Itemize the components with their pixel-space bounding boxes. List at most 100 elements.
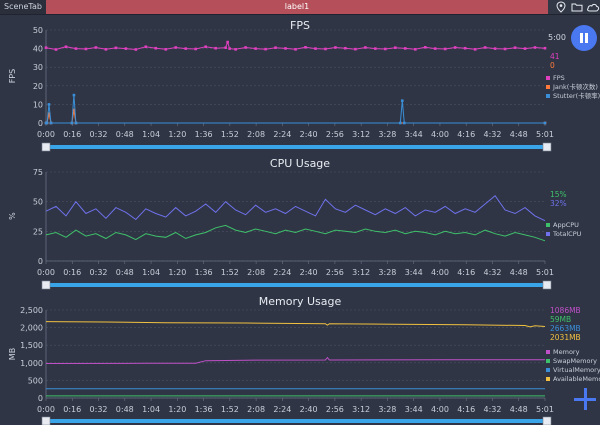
x-tick-label: 4:48	[510, 405, 528, 414]
series-line	[45, 224, 546, 242]
current-value-readout: 59MB	[550, 315, 571, 324]
data-point	[47, 112, 51, 115]
slider-handle-end[interactable]	[542, 142, 552, 152]
y-tick-label: 0	[38, 394, 43, 403]
legend-swatch	[546, 359, 550, 363]
legend-swatch	[546, 223, 550, 227]
legend-entry[interactable]: TotalCPU	[552, 230, 582, 238]
x-tick-label: 2:08	[247, 268, 265, 277]
x-tick-label: 3:12	[352, 405, 370, 414]
legend-entry[interactable]: SwapMemory	[553, 357, 597, 365]
x-tick-label: 3:28	[378, 405, 396, 414]
x-tick-label: 3:44	[405, 405, 423, 414]
chart-2: Memory Usage MB 0 500 1,000 1,500 2,000 2,500 0:…	[8, 295, 600, 425]
y-tick-label: 0	[38, 119, 43, 128]
x-tick-label: 1:04	[142, 130, 160, 139]
x-tick-label: 2:24	[273, 405, 291, 414]
data-point	[124, 47, 128, 50]
x-tick-label: 0:00	[37, 405, 55, 414]
data-point	[45, 121, 49, 125]
slider-handle-start[interactable]	[41, 280, 51, 290]
x-tick-label: 1:52	[221, 405, 239, 414]
x-tick-label: 2:56	[326, 405, 344, 414]
data-point	[398, 121, 402, 125]
time-range-slider[interactable]	[46, 419, 545, 423]
legend-entry[interactable]: AppCPU	[553, 221, 579, 229]
data-point	[134, 48, 138, 51]
location-icon[interactable]	[556, 1, 566, 13]
current-value-readout: 32%	[550, 199, 567, 208]
add-button[interactable]	[574, 388, 596, 410]
data-point	[344, 46, 347, 50]
y-tick-label: 500	[28, 376, 43, 385]
data-point	[114, 46, 118, 50]
data-point	[204, 45, 207, 49]
x-tick-label: 3:28	[378, 268, 396, 277]
x-tick-label: 4:48	[510, 268, 528, 277]
legend-entry[interactable]: Jank(卡顿次数)	[552, 82, 598, 91]
time-range-slider[interactable]	[46, 145, 545, 149]
data-point	[453, 46, 457, 49]
cloud-icon[interactable]	[586, 1, 600, 13]
x-tick-label: 4:16	[457, 130, 475, 139]
legend-swatch	[546, 76, 550, 80]
folder-icon[interactable]	[571, 1, 583, 13]
data-point	[423, 45, 427, 49]
slider-handle-start[interactable]	[41, 142, 51, 152]
data-point	[226, 40, 229, 44]
data-point	[533, 46, 537, 49]
data-point	[314, 47, 317, 50]
scene-tab[interactable]: SceneTab	[0, 0, 46, 14]
x-tick-label: 2:56	[326, 268, 344, 277]
x-tick-label: 1:52	[221, 268, 239, 277]
slider-handle-end[interactable]	[542, 416, 552, 425]
data-point	[264, 47, 267, 51]
legend-entry[interactable]: FPS	[553, 74, 565, 82]
x-tick-label: 2:40	[300, 268, 318, 277]
legend-entry[interactable]: VirtualMemory	[553, 366, 600, 374]
legend-entry[interactable]: Stutter(卡顿率)	[553, 91, 600, 100]
x-tick-label: 2:24	[273, 268, 291, 277]
y-axis-label: FPS	[8, 69, 17, 84]
current-value-readout: 0	[550, 61, 555, 70]
slider-handle-start[interactable]	[41, 416, 51, 425]
current-value-readout: 2031MB	[550, 333, 581, 342]
x-tick-label: 4:00	[431, 268, 449, 277]
x-tick-label: 1:20	[168, 130, 186, 139]
time-range-slider[interactable]	[46, 283, 545, 287]
data-point	[403, 47, 407, 50]
legend-entry[interactable]: Memory	[553, 348, 580, 356]
data-point	[254, 47, 257, 50]
x-tick-label: 1:20	[168, 268, 186, 277]
data-point	[324, 47, 327, 51]
slider-handle-end[interactable]	[542, 280, 552, 290]
x-tick-label: 4:16	[457, 405, 475, 414]
x-tick-label: 0:32	[90, 130, 108, 139]
y-tick-label: 1,000	[20, 359, 43, 368]
data-point	[174, 46, 178, 49]
data-point	[144, 45, 148, 49]
x-tick-label: 1:04	[142, 405, 160, 414]
x-tick-label: 5:01	[536, 130, 554, 139]
x-tick-label: 4:16	[457, 268, 475, 277]
current-value-readout: 1086MB	[550, 306, 581, 315]
timer-readout: 5:00	[548, 33, 566, 42]
legend-entry[interactable]: AvailableMemory	[553, 375, 600, 383]
data-point	[194, 47, 197, 51]
y-tick-label: 50	[33, 26, 43, 35]
data-point	[304, 45, 307, 49]
data-point	[364, 46, 367, 49]
x-tick-label: 4:32	[483, 130, 501, 139]
x-tick-label: 0:32	[90, 405, 108, 414]
chart-title: FPS	[290, 19, 310, 32]
x-tick-label: 3:44	[405, 268, 423, 277]
x-tick-label: 2:08	[247, 405, 265, 414]
y-tick-label: 75	[33, 168, 43, 177]
data-point	[433, 47, 437, 50]
pause-button[interactable]	[571, 25, 597, 51]
x-tick-label: 1:52	[221, 130, 239, 139]
data-point	[64, 45, 68, 49]
charts-area: FPS FPS 0 10 20 30 40 50 0:00 0:16 0:32 0:48 1:04 1:2…	[8, 19, 600, 425]
y-tick-label: 0	[38, 257, 43, 266]
data-point	[394, 46, 397, 49]
